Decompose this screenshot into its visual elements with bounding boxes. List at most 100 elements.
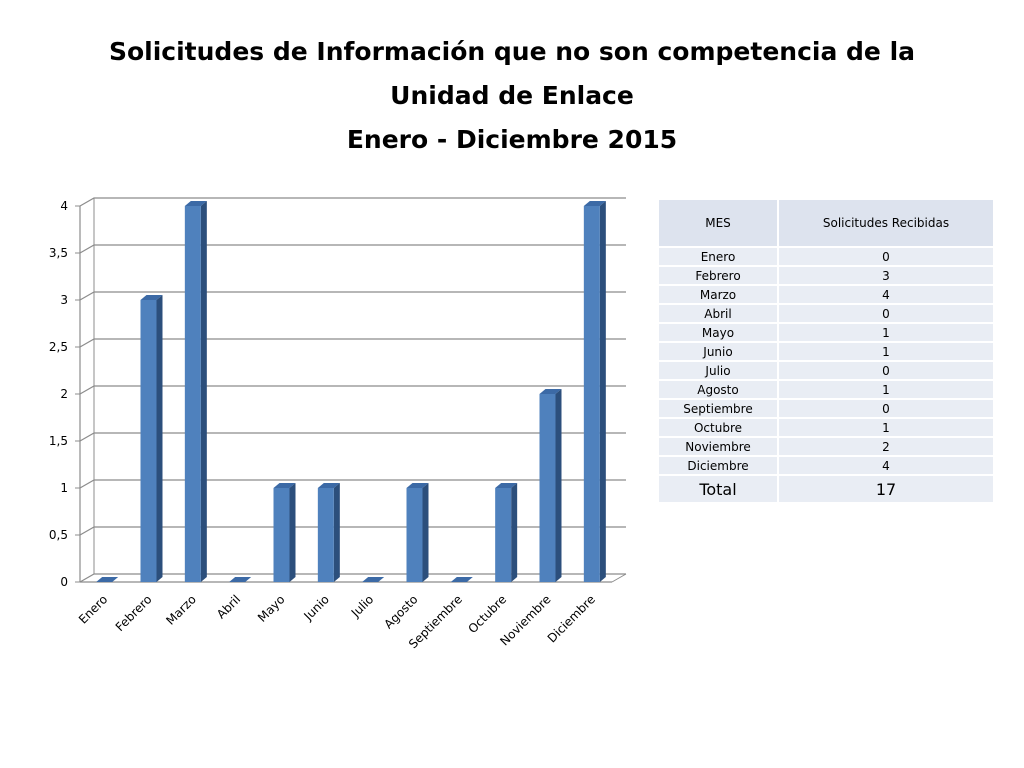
x-tick-label: Octubre bbox=[465, 592, 509, 636]
slide-title: Solicitudes de Información que no son co… bbox=[0, 30, 1024, 162]
x-axis-edge bbox=[611, 573, 627, 583]
table-row: Marzo 4 bbox=[657, 284, 995, 305]
x-tick-label: Julio bbox=[348, 592, 376, 620]
bar-side bbox=[200, 201, 207, 582]
header-mes: MES bbox=[657, 198, 779, 248]
bar-front bbox=[539, 394, 556, 582]
table-row: Octubre 1 bbox=[657, 417, 995, 438]
bar-front bbox=[273, 488, 290, 582]
chart-labels: 0 0,5 1 1,5 2 2,5 3 3,5 4 Enero Febrero Marzo Abril M… bbox=[49, 199, 598, 651]
bar-side bbox=[156, 295, 163, 582]
bar-front bbox=[583, 206, 600, 582]
table-row: Diciembre 4 bbox=[657, 455, 995, 476]
bar-top bbox=[583, 201, 606, 206]
gridline bbox=[79, 197, 626, 207]
cell-mes: Agosto bbox=[657, 379, 779, 400]
y-tick-label: 1,5 bbox=[49, 434, 68, 448]
title-line-3: Enero - Diciembre 2015 bbox=[346, 125, 678, 154]
cell-solicitudes: 1 bbox=[777, 341, 995, 362]
cell-mes: Marzo bbox=[657, 284, 779, 305]
bar bbox=[539, 389, 562, 582]
bar-side bbox=[555, 389, 562, 582]
x-tick-label: Mayo bbox=[255, 592, 288, 625]
bar bbox=[406, 483, 429, 582]
total-label: Total bbox=[657, 474, 779, 504]
table-total-row: Total 17 bbox=[657, 474, 995, 504]
cell-solicitudes: 1 bbox=[777, 417, 995, 438]
x-tick-label: Diciembre bbox=[545, 592, 598, 645]
x-tick-label: Febrero bbox=[113, 592, 155, 634]
table-header-row: MES Solicitudes Recibidas bbox=[657, 198, 995, 248]
bar-chart: 0 0,5 1 1,5 2 2,5 3 3,5 4 Enero Febrero Marzo Abril M… bbox=[49, 197, 627, 651]
total-value: 17 bbox=[777, 474, 995, 504]
y-tick-label: 2,5 bbox=[49, 340, 68, 354]
y-tick-label: 3,5 bbox=[49, 246, 68, 260]
bar bbox=[140, 295, 163, 582]
bar-top bbox=[184, 201, 207, 206]
bar-top bbox=[450, 577, 473, 582]
cell-solicitudes: 0 bbox=[777, 360, 995, 381]
table-row: Agosto 1 bbox=[657, 379, 995, 400]
bar-side bbox=[511, 483, 518, 582]
bar-top bbox=[273, 483, 296, 488]
table-row: Febrero 3 bbox=[657, 265, 995, 286]
cell-mes: Mayo bbox=[657, 322, 779, 343]
cell-solicitudes: 0 bbox=[777, 246, 995, 267]
bar-top bbox=[96, 577, 119, 582]
chart-bars bbox=[96, 201, 606, 582]
data-table: MES Solicitudes Recibidas Enero 0 Febrero 3… bbox=[657, 198, 995, 504]
cell-mes: Julio bbox=[657, 360, 779, 381]
y-tick-label: 0,5 bbox=[49, 528, 68, 542]
title-line-1: Solicitudes de Información que no son co… bbox=[108, 37, 916, 66]
cell-mes: Junio bbox=[657, 341, 779, 362]
bar-side bbox=[289, 483, 296, 582]
chart-axes bbox=[75, 198, 627, 583]
bar-front bbox=[317, 488, 334, 582]
bar-front bbox=[184, 206, 201, 582]
table-row: Noviembre 2 bbox=[657, 436, 995, 457]
table-row: Junio 1 bbox=[657, 341, 995, 362]
cell-mes: Enero bbox=[657, 246, 779, 267]
cell-solicitudes: 4 bbox=[777, 455, 995, 476]
bar bbox=[362, 577, 385, 582]
x-tick-label: Junio bbox=[301, 592, 332, 623]
cell-solicitudes: 1 bbox=[777, 322, 995, 343]
y-tick-label: 0 bbox=[60, 575, 68, 589]
bar-side bbox=[333, 483, 340, 582]
cell-mes: Septiembre bbox=[657, 398, 779, 419]
bar bbox=[317, 483, 340, 582]
bar bbox=[495, 483, 518, 582]
bar-front bbox=[495, 488, 512, 582]
table-row: Abril 0 bbox=[657, 303, 995, 324]
bar-front bbox=[140, 300, 157, 582]
x-tick-label: Agosto bbox=[381, 592, 420, 631]
y-tick-label: 4 bbox=[60, 199, 68, 213]
cell-solicitudes: 2 bbox=[777, 436, 995, 457]
bar-front bbox=[406, 488, 423, 582]
cell-solicitudes: 0 bbox=[777, 398, 995, 419]
bar-top bbox=[539, 389, 562, 394]
cell-mes: Febrero bbox=[657, 265, 779, 286]
bar bbox=[96, 577, 119, 582]
bar-top bbox=[317, 483, 340, 488]
bar-top bbox=[406, 483, 429, 488]
x-tick-label: Enero bbox=[76, 592, 110, 626]
bar-side bbox=[599, 201, 606, 582]
table-row: Septiembre 0 bbox=[657, 398, 995, 419]
cell-solicitudes: 4 bbox=[777, 284, 995, 305]
bar bbox=[229, 577, 252, 582]
bar-top bbox=[495, 483, 518, 488]
cell-solicitudes: 3 bbox=[777, 265, 995, 286]
bar bbox=[273, 483, 296, 582]
bar-top bbox=[140, 295, 163, 300]
table-row: Mayo 1 bbox=[657, 322, 995, 343]
bar bbox=[450, 577, 473, 582]
bar bbox=[184, 201, 207, 582]
gridline bbox=[79, 244, 626, 254]
cell-mes: Diciembre bbox=[657, 455, 779, 476]
x-tick-label: Marzo bbox=[163, 592, 199, 628]
bar-top bbox=[362, 577, 385, 582]
bar-side bbox=[422, 483, 429, 582]
cell-mes: Noviembre bbox=[657, 436, 779, 457]
header-solicitudes: Solicitudes Recibidas bbox=[777, 198, 995, 248]
